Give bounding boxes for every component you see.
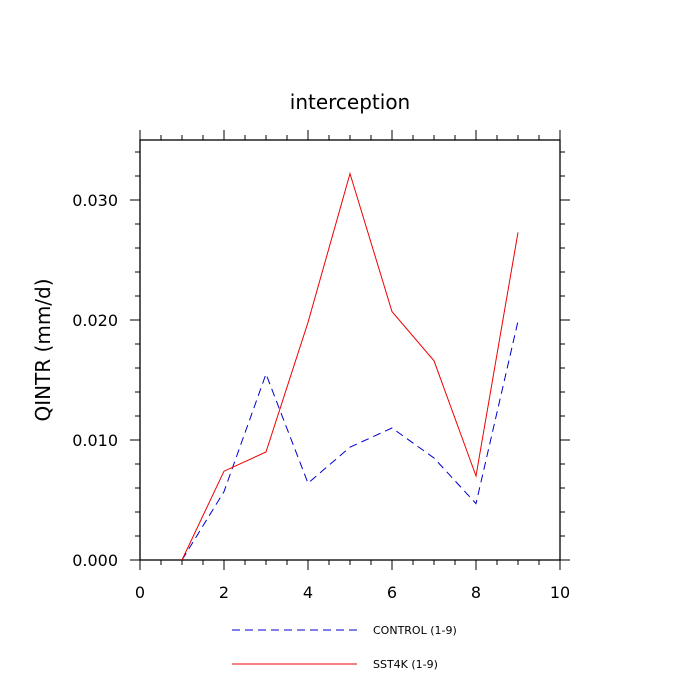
series-line-sst4k: [181, 171, 519, 561]
data-point: [307, 321, 309, 323]
legend-label: SST4K (1-9): [373, 658, 438, 671]
data-point: [307, 482, 309, 484]
data-point: [265, 373, 267, 375]
data-point: [349, 446, 351, 448]
y-tick-label: 0.030: [72, 191, 118, 210]
y-tick-label: 0.000: [72, 551, 118, 570]
data-point: [223, 470, 225, 472]
legend: CONTROL (1-9) SST4K (1-9): [232, 624, 457, 671]
x-tick-label: 0: [135, 583, 145, 602]
data-point: [475, 502, 477, 504]
data-point: [223, 490, 225, 492]
data-point: [265, 451, 267, 453]
data-point: [433, 360, 435, 362]
data-point: [433, 457, 435, 459]
data-point: [517, 231, 519, 233]
x-tick-label: 10: [550, 583, 570, 602]
data-point: [349, 172, 351, 174]
legend-label: CONTROL (1-9): [373, 624, 457, 637]
x-tick-label: 8: [471, 583, 481, 602]
plot-frame: [139, 139, 561, 561]
data-point: [475, 475, 477, 477]
y-tick-label: 0.020: [72, 311, 118, 330]
x-tick-label: 2: [219, 583, 229, 602]
y-axis-label: QINTR (mm/d): [31, 278, 55, 421]
series-line-control: [181, 321, 519, 561]
x-tick-label: 4: [303, 583, 313, 602]
data-point: [181, 559, 183, 561]
series-layer: [181, 171, 519, 561]
y-tick-label: 0.010: [72, 431, 118, 450]
x-tick-label: 6: [387, 583, 397, 602]
axes-frame: 0 2 4 6 8 10 0.000 0.010 0.020 0.030: [72, 130, 570, 602]
chart-title: interception: [290, 90, 410, 114]
data-point: [391, 310, 393, 312]
data-point: [517, 320, 519, 322]
data-point: [391, 427, 393, 429]
